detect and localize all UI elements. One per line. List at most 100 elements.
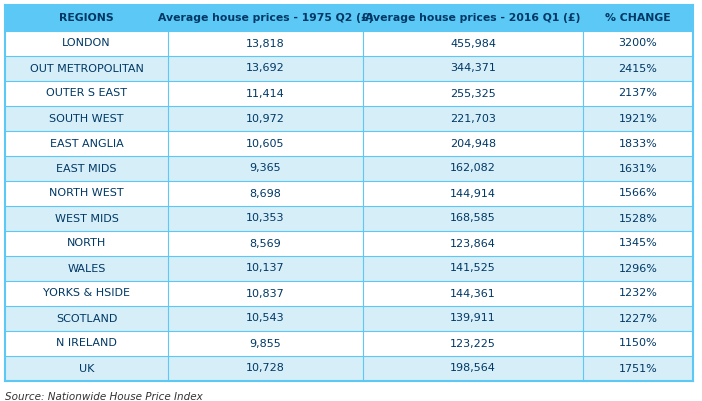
Bar xyxy=(583,331,693,356)
Text: 1566%: 1566% xyxy=(618,188,657,198)
Bar xyxy=(583,206,693,231)
Text: 10,137: 10,137 xyxy=(246,263,285,273)
Bar xyxy=(5,256,168,281)
Text: 8,569: 8,569 xyxy=(250,239,282,249)
Bar xyxy=(168,181,363,206)
Text: 10,543: 10,543 xyxy=(246,314,285,324)
Text: % CHANGE: % CHANGE xyxy=(605,13,671,23)
Bar xyxy=(168,156,363,181)
Bar xyxy=(168,106,363,131)
Text: 221,703: 221,703 xyxy=(450,113,496,124)
Bar xyxy=(5,31,168,56)
Bar xyxy=(363,206,583,231)
Bar xyxy=(168,356,363,381)
Text: 144,914: 144,914 xyxy=(450,188,496,198)
Text: EAST ANGLIA: EAST ANGLIA xyxy=(50,138,124,148)
Bar xyxy=(168,5,363,31)
Text: 344,371: 344,371 xyxy=(450,63,496,73)
Bar xyxy=(363,81,583,106)
Bar xyxy=(583,281,693,306)
Bar xyxy=(5,181,168,206)
Bar xyxy=(168,131,363,156)
Bar xyxy=(5,356,168,381)
Bar xyxy=(363,256,583,281)
Text: 2415%: 2415% xyxy=(618,63,658,73)
Text: 1528%: 1528% xyxy=(618,213,658,223)
Bar xyxy=(5,106,168,131)
Bar xyxy=(363,31,583,56)
Bar xyxy=(168,81,363,106)
Bar xyxy=(583,181,693,206)
Text: 1227%: 1227% xyxy=(618,314,658,324)
Bar xyxy=(363,181,583,206)
Text: 139,911: 139,911 xyxy=(450,314,496,324)
Text: 141,525: 141,525 xyxy=(450,263,496,273)
Text: 1232%: 1232% xyxy=(618,288,658,298)
Text: Average house prices - 1975 Q2 (£): Average house prices - 1975 Q2 (£) xyxy=(158,13,373,23)
Bar xyxy=(363,156,583,181)
Text: 10,605: 10,605 xyxy=(246,138,285,148)
Text: 10,353: 10,353 xyxy=(246,213,285,223)
Text: 1751%: 1751% xyxy=(618,363,657,373)
Text: 13,818: 13,818 xyxy=(246,38,285,49)
Text: OUT METROPOLITAN: OUT METROPOLITAN xyxy=(29,63,143,73)
Bar xyxy=(5,281,168,306)
Bar xyxy=(5,81,168,106)
Bar xyxy=(583,31,693,56)
Text: 144,361: 144,361 xyxy=(450,288,496,298)
Bar xyxy=(363,56,583,81)
Text: 198,564: 198,564 xyxy=(450,363,496,373)
Text: 9,855: 9,855 xyxy=(250,338,282,348)
Bar xyxy=(363,331,583,356)
Text: 8,698: 8,698 xyxy=(250,188,282,198)
Text: 10,837: 10,837 xyxy=(246,288,285,298)
Bar xyxy=(168,281,363,306)
Text: 10,972: 10,972 xyxy=(246,113,285,124)
Text: Source: Nationwide House Price Index: Source: Nationwide House Price Index xyxy=(5,392,203,401)
Bar xyxy=(168,56,363,81)
Bar xyxy=(583,231,693,256)
Text: WALES: WALES xyxy=(67,263,106,273)
Bar xyxy=(363,231,583,256)
Bar xyxy=(363,131,583,156)
Text: 13,692: 13,692 xyxy=(246,63,285,73)
Text: 168,585: 168,585 xyxy=(450,213,496,223)
Bar xyxy=(5,156,168,181)
Text: 455,984: 455,984 xyxy=(450,38,496,49)
Bar xyxy=(363,281,583,306)
Bar xyxy=(5,231,168,256)
Text: 1150%: 1150% xyxy=(618,338,657,348)
Bar xyxy=(583,5,693,31)
Text: 255,325: 255,325 xyxy=(450,89,496,99)
Bar xyxy=(363,356,583,381)
Text: REGIONS: REGIONS xyxy=(59,13,114,23)
Bar xyxy=(168,31,363,56)
Text: 1921%: 1921% xyxy=(618,113,658,124)
Text: 9,365: 9,365 xyxy=(250,164,282,174)
Bar xyxy=(583,306,693,331)
Bar xyxy=(583,81,693,106)
Text: 204,948: 204,948 xyxy=(450,138,496,148)
Text: 10,728: 10,728 xyxy=(246,363,285,373)
Bar xyxy=(168,331,363,356)
Bar xyxy=(5,331,168,356)
Text: UK: UK xyxy=(79,363,94,373)
Text: SOUTH WEST: SOUTH WEST xyxy=(49,113,124,124)
Bar xyxy=(168,206,363,231)
Bar xyxy=(5,5,168,31)
Bar xyxy=(583,56,693,81)
Text: EAST MIDS: EAST MIDS xyxy=(56,164,117,174)
Bar xyxy=(583,156,693,181)
Bar xyxy=(363,106,583,131)
Text: 162,082: 162,082 xyxy=(450,164,496,174)
Bar xyxy=(168,231,363,256)
Text: 123,864: 123,864 xyxy=(450,239,496,249)
Text: Average house prices - 2016 Q1 (£): Average house prices - 2016 Q1 (£) xyxy=(365,13,581,23)
Text: OUTER S EAST: OUTER S EAST xyxy=(46,89,127,99)
Bar xyxy=(583,256,693,281)
Bar xyxy=(583,356,693,381)
Bar xyxy=(168,256,363,281)
Bar xyxy=(583,131,693,156)
Text: NORTH: NORTH xyxy=(67,239,106,249)
Text: NORTH WEST: NORTH WEST xyxy=(49,188,124,198)
